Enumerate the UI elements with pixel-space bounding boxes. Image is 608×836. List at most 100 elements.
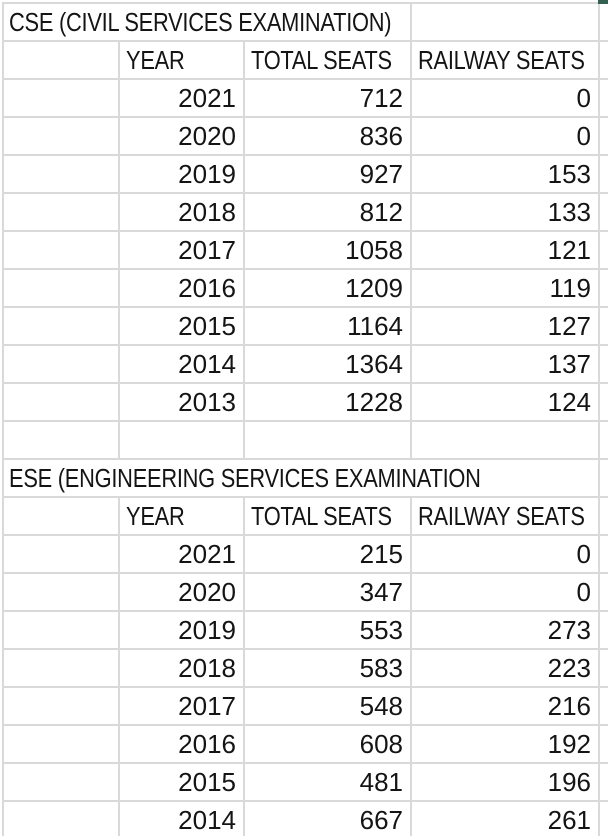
cell-year[interactable]: 2014 [118, 344, 243, 382]
empty-cell[interactable] [2, 230, 118, 268]
cell-year[interactable]: 2015 [118, 306, 243, 344]
sliver-cell[interactable] [598, 762, 608, 800]
header-total-seats[interactable]: TOTAL SEATS [243, 496, 410, 534]
cell-total-seats[interactable]: 553 [243, 610, 410, 648]
cell-total-seats[interactable]: 1209 [243, 268, 410, 306]
cell-railway-seats[interactable]: 192 [410, 724, 598, 762]
cell-year[interactable]: 2021 [118, 534, 243, 572]
cell-year[interactable]: 2015 [118, 762, 243, 800]
sliver-cell[interactable] [598, 800, 608, 836]
empty-cell[interactable] [2, 572, 118, 610]
cell-railway-seats[interactable]: 137 [410, 344, 598, 382]
cell-railway-seats[interactable]: 124 [410, 382, 598, 420]
sliver-cell[interactable] [598, 572, 608, 610]
cell-railway-seats[interactable]: 216 [410, 686, 598, 724]
empty-cell[interactable] [2, 40, 118, 78]
header-total-seats[interactable]: TOTAL SEATS [243, 40, 410, 78]
empty-cell[interactable] [2, 382, 118, 420]
cell-railway-seats[interactable]: 121 [410, 230, 598, 268]
cell-total-seats[interactable]: 215 [243, 534, 410, 572]
cell-total-seats[interactable]: 548 [243, 686, 410, 724]
sliver-cell[interactable] [598, 230, 608, 268]
cell-year[interactable]: 2014 [118, 800, 243, 836]
cell-total-seats[interactable]: 812 [243, 192, 410, 230]
cell-railway-seats[interactable]: 133 [410, 192, 598, 230]
sliver-cell[interactable] [598, 2, 608, 40]
cell-railway-seats[interactable]: 273 [410, 610, 598, 648]
empty-cell[interactable] [2, 420, 118, 458]
header-year[interactable]: YEAR [118, 496, 243, 534]
sliver-cell[interactable] [598, 154, 608, 192]
table-title-cell[interactable]: CSE (CIVIL SERVICES EXAMINATION) [2, 2, 410, 40]
header-railway-seats[interactable]: RAILWAY SEATS [410, 40, 598, 78]
sliver-cell[interactable] [598, 686, 608, 724]
sliver-cell[interactable] [598, 116, 608, 154]
cell-total-seats[interactable]: 712 [243, 78, 410, 116]
empty-cell[interactable] [2, 800, 118, 836]
sliver-cell[interactable] [598, 344, 608, 382]
empty-cell[interactable] [2, 306, 118, 344]
sliver-cell[interactable] [598, 496, 608, 534]
cell-total-seats[interactable]: 608 [243, 724, 410, 762]
cell-total-seats[interactable]: 667 [243, 800, 410, 836]
empty-cell[interactable] [2, 268, 118, 306]
cell-year[interactable]: 2016 [118, 268, 243, 306]
cell-year[interactable]: 2020 [118, 572, 243, 610]
empty-cell[interactable] [243, 420, 410, 458]
cell-year[interactable]: 2019 [118, 610, 243, 648]
empty-cell[interactable] [410, 2, 598, 40]
sliver-cell[interactable] [598, 534, 608, 572]
empty-cell[interactable] [2, 344, 118, 382]
cell-total-seats[interactable]: 583 [243, 648, 410, 686]
cell-total-seats[interactable]: 1228 [243, 382, 410, 420]
cell-total-seats[interactable]: 927 [243, 154, 410, 192]
cell-year[interactable]: 2017 [118, 686, 243, 724]
empty-cell[interactable] [2, 78, 118, 116]
cell-year[interactable]: 2016 [118, 724, 243, 762]
cell-total-seats[interactable]: 836 [243, 116, 410, 154]
empty-cell[interactable] [2, 534, 118, 572]
cell-total-seats[interactable]: 1164 [243, 306, 410, 344]
cell-railway-seats[interactable]: 0 [410, 572, 598, 610]
cell-year[interactable]: 2021 [118, 78, 243, 116]
cell-railway-seats[interactable]: 0 [410, 78, 598, 116]
cell-railway-seats[interactable]: 0 [410, 534, 598, 572]
cell-railway-seats[interactable]: 127 [410, 306, 598, 344]
cell-year[interactable]: 2013 [118, 382, 243, 420]
sliver-cell[interactable] [598, 458, 608, 496]
cell-railway-seats[interactable]: 223 [410, 648, 598, 686]
sliver-cell[interactable] [598, 648, 608, 686]
empty-cell[interactable] [118, 420, 243, 458]
empty-cell[interactable] [2, 192, 118, 230]
sliver-cell[interactable] [598, 420, 608, 458]
cell-railway-seats[interactable]: 0 [410, 116, 598, 154]
sliver-cell[interactable] [598, 382, 608, 420]
empty-cell[interactable] [2, 154, 118, 192]
cell-total-seats[interactable]: 1058 [243, 230, 410, 268]
sliver-cell[interactable] [598, 610, 608, 648]
cell-year[interactable]: 2018 [118, 648, 243, 686]
empty-cell[interactable] [2, 648, 118, 686]
sliver-cell[interactable] [598, 78, 608, 116]
sliver-cell[interactable] [598, 192, 608, 230]
cell-railway-seats[interactable]: 261 [410, 800, 598, 836]
header-year[interactable]: YEAR [118, 40, 243, 78]
cell-railway-seats[interactable]: 153 [410, 154, 598, 192]
sliver-cell[interactable] [598, 40, 608, 78]
empty-cell[interactable] [2, 610, 118, 648]
empty-cell[interactable] [410, 420, 598, 458]
empty-cell[interactable] [2, 762, 118, 800]
sliver-cell[interactable] [598, 268, 608, 306]
sliver-cell[interactable] [598, 724, 608, 762]
cell-railway-seats[interactable]: 196 [410, 762, 598, 800]
empty-cell[interactable] [2, 496, 118, 534]
empty-cell[interactable] [2, 116, 118, 154]
cell-total-seats[interactable]: 1364 [243, 344, 410, 382]
cell-total-seats[interactable]: 347 [243, 572, 410, 610]
cell-year[interactable]: 2018 [118, 192, 243, 230]
cell-year[interactable]: 2020 [118, 116, 243, 154]
sliver-cell[interactable] [598, 306, 608, 344]
empty-cell[interactable] [2, 724, 118, 762]
header-railway-seats[interactable]: RAILWAY SEATS [410, 496, 598, 534]
empty-cell[interactable] [2, 686, 118, 724]
